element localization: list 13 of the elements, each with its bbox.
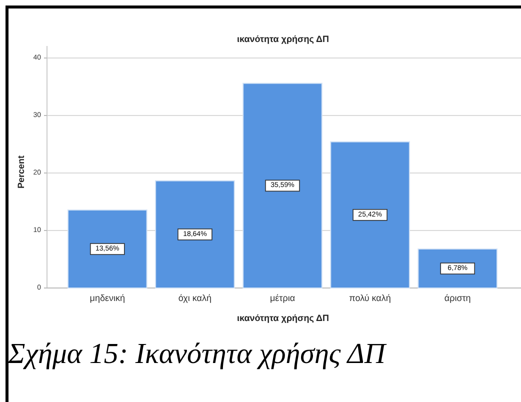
x-tick-label: όχι καλή [178,293,212,303]
bar [155,180,235,288]
x-tick-label: μέτρια [270,293,296,303]
x-tick-label: πολύ καλή [349,293,391,303]
x-tick-label: μηδενική [90,293,126,303]
text: Σχήμα 15: Ικανότητα χρήσης ΔΠ [7,338,388,370]
bar [68,210,148,288]
y-axis-title: Percent [16,155,26,189]
chart-title: ικανότητα χρήσης ΔΠ [236,34,330,44]
x-axis-title: ικανότητα χρήσης ΔΠ [236,313,330,323]
x-tick-label: άριστη [444,293,471,303]
bar [330,141,410,288]
bar [242,82,322,288]
